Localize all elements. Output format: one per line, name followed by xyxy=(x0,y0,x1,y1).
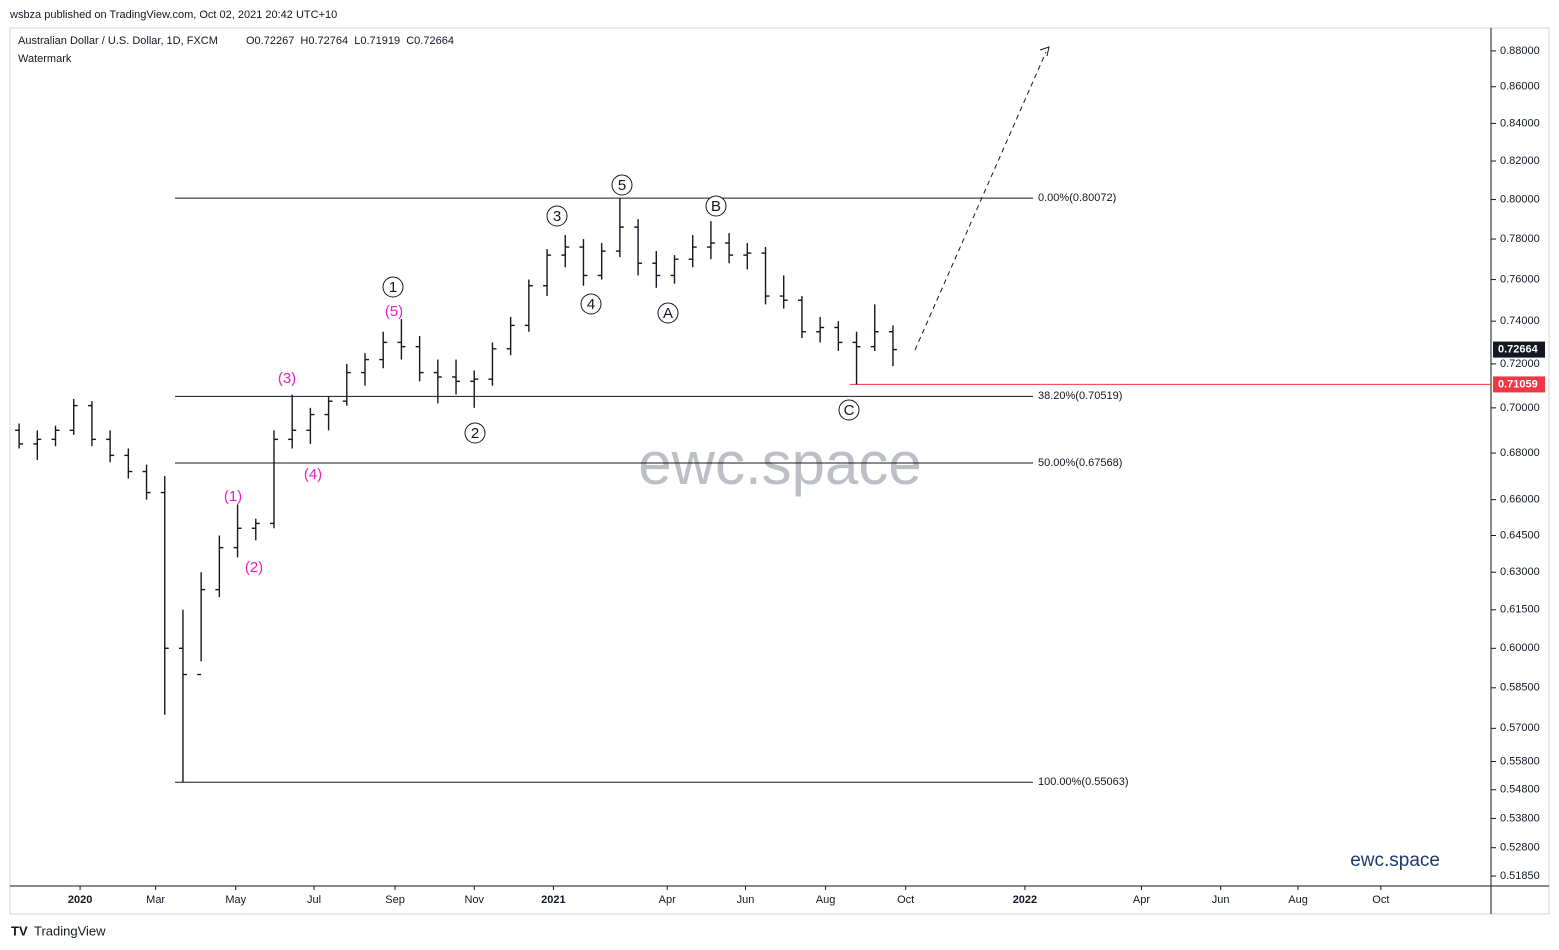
wave-label: 1 xyxy=(389,279,397,296)
ohlc: O0.72267 H0.72764 L0.71919 C0.72664 xyxy=(246,35,454,47)
logo-mark: TV xyxy=(11,923,28,938)
wave-label: 4 xyxy=(587,296,595,313)
x-tick-label: Mar xyxy=(146,894,165,906)
y-tick-label: 0.72000 xyxy=(1500,358,1540,370)
wave-circle xyxy=(657,302,679,324)
y-tick-label: 0.57000 xyxy=(1500,722,1540,734)
last-price-label: 0.72664 xyxy=(1498,343,1539,355)
x-tick-label: 2020 xyxy=(68,894,92,906)
wave-label: 2 xyxy=(471,425,479,442)
fib-label: 0.00%(0.80072) xyxy=(1038,192,1116,204)
wave-circle xyxy=(611,174,633,196)
y-tick-label: 0.52800 xyxy=(1500,842,1540,854)
y-tick-label: 0.64500 xyxy=(1500,529,1540,541)
y-tick-label: 0.54800 xyxy=(1500,784,1540,796)
wave-label: (3) xyxy=(278,370,296,387)
y-tick-label: 0.51850 xyxy=(1500,870,1540,882)
y-tick-label: 0.66000 xyxy=(1500,494,1540,506)
x-tick-label: Jun xyxy=(1212,894,1230,906)
brand: ewc.space xyxy=(1350,850,1440,871)
published: wsbza published on TradingView.com, Oct … xyxy=(9,9,337,21)
y-tick-label: 0.80000 xyxy=(1500,193,1540,205)
fib-label: 38.20%(0.70519) xyxy=(1038,390,1122,402)
frame xyxy=(9,27,1550,915)
x-tick-label: Oct xyxy=(1372,894,1389,906)
x-tick-label: Sep xyxy=(385,894,405,906)
y-tick-label: 0.68000 xyxy=(1500,447,1540,459)
wave-label: B xyxy=(711,198,721,215)
y-tick-label: 0.74000 xyxy=(1500,315,1540,327)
footer-logo: TradingView xyxy=(34,923,106,938)
support-badge xyxy=(1493,376,1545,393)
x-tick-label: 2021 xyxy=(541,894,565,906)
x-tick-label: Jun xyxy=(737,894,755,906)
x-tick-label: Apr xyxy=(1133,894,1150,906)
x-tick-label: 2022 xyxy=(1013,894,1037,906)
wave-label: (4) xyxy=(304,466,322,483)
y-tick-label: 0.76000 xyxy=(1500,273,1540,285)
wave-circle xyxy=(464,422,486,444)
y-tick-label: 0.82000 xyxy=(1500,155,1540,167)
x-tick-label: May xyxy=(225,894,246,906)
y-tick-label: 0.70000 xyxy=(1500,402,1540,414)
y-tick-label: 0.61500 xyxy=(1500,604,1540,616)
projection xyxy=(914,51,1047,351)
wave-label: (2) xyxy=(245,559,263,576)
wave-label: (1) xyxy=(224,488,242,505)
wave-circle xyxy=(705,195,727,217)
y-tick-label: 0.53800 xyxy=(1500,812,1540,824)
y-tick-label: 0.86000 xyxy=(1500,81,1540,93)
wave-label: C xyxy=(844,402,855,419)
x-tick-label: Apr xyxy=(659,894,676,906)
wave-label: (5) xyxy=(385,303,403,320)
fib-label: 100.00%(0.55063) xyxy=(1038,776,1129,788)
y-tick-label: 0.84000 xyxy=(1500,117,1540,129)
y-tick-label: 0.78000 xyxy=(1500,233,1540,245)
support-label: 0.71059 xyxy=(1498,378,1538,390)
y-tick-label: 0.58500 xyxy=(1500,682,1540,694)
y-tick-label: 0.63000 xyxy=(1500,566,1540,578)
last-price-badge xyxy=(1493,341,1545,358)
x-tick-label: Oct xyxy=(897,894,914,906)
symbol: Australian Dollar / U.S. Dollar, 1D, FXC… xyxy=(18,35,218,47)
wave-label: 3 xyxy=(553,208,561,225)
x-tick-label: Nov xyxy=(464,894,484,906)
y-tick-label: 0.88000 xyxy=(1500,45,1540,57)
x-tick-label: Jul xyxy=(307,894,321,906)
wave-circle xyxy=(580,293,602,315)
arrow-head xyxy=(1039,46,1050,57)
wave-circle xyxy=(382,276,404,298)
watermark-label: Watermark xyxy=(18,53,72,65)
wave-label: A xyxy=(663,305,673,322)
wave-circle xyxy=(838,399,860,421)
wave-label: 5 xyxy=(618,177,626,194)
y-tick-label: 0.60000 xyxy=(1500,642,1540,654)
y-tick-label: 0.55800 xyxy=(1500,755,1540,767)
x-tick-label: Aug xyxy=(1288,894,1308,906)
x-tick-label: Aug xyxy=(816,894,836,906)
wave-circle xyxy=(546,205,568,227)
fib-label: 50.00%(0.67568) xyxy=(1038,457,1122,469)
